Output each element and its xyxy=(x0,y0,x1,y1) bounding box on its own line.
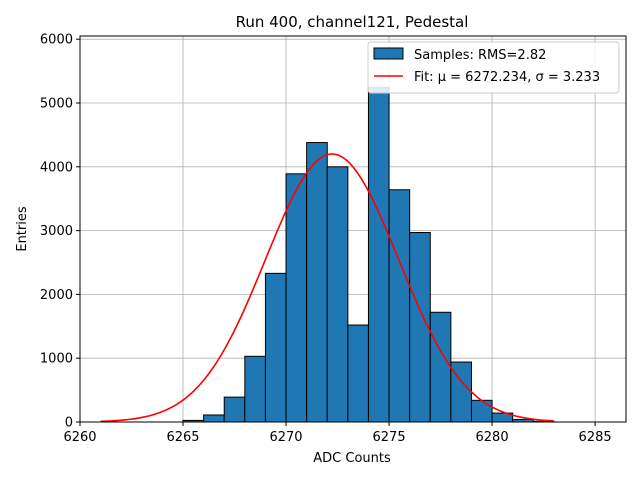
histogram-bar xyxy=(244,355,266,423)
x-tick-label: 6260 xyxy=(63,430,96,445)
histogram-bar xyxy=(203,414,225,423)
y-tick-label: 4000 xyxy=(40,160,73,175)
grid-lines xyxy=(79,36,626,423)
legend-box xyxy=(367,41,620,94)
y-tick-label: 2000 xyxy=(40,288,73,303)
histogram-bar xyxy=(326,166,349,423)
histogram-bar xyxy=(470,399,493,423)
plot-frame xyxy=(79,35,627,423)
x-tick-label: 6285 xyxy=(579,430,612,445)
y-tick-label: 3000 xyxy=(40,224,73,239)
x-tick-label: 6280 xyxy=(476,430,509,445)
histogram-bar xyxy=(367,87,390,423)
histogram-bar xyxy=(285,173,308,423)
y-axis-label: Entries xyxy=(15,206,30,252)
histogram-bar xyxy=(347,324,369,423)
histogram-bar xyxy=(388,189,411,423)
x-axis-ticks: 6260 6265 6270 6275 6280 6285 xyxy=(63,422,612,445)
x-tick-label: 6265 xyxy=(166,430,199,445)
y-tick-label: 1000 xyxy=(40,352,73,367)
chart-title: Run 400, channel121, Pedestal xyxy=(236,13,469,31)
histogram-bar xyxy=(264,272,287,423)
legend: Samples: RMS=2.82 Fit: μ = 6272.234, σ =… xyxy=(367,41,620,94)
histogram-bar xyxy=(306,142,328,423)
gaussian-fit-curve xyxy=(100,153,554,423)
histogram-bars xyxy=(182,87,555,423)
y-tick-label: 0 xyxy=(65,416,73,431)
x-axis-label: ADC Counts xyxy=(313,451,391,466)
y-tick-label: 5000 xyxy=(40,96,73,111)
legend-swatch-samples xyxy=(373,47,404,60)
histogram-bar xyxy=(409,232,431,423)
y-axis-ticks: 0 1000 2000 3000 4000 5000 6000 xyxy=(40,33,80,431)
legend-label-fit: Fit: μ = 6272.234, σ = 3.233 xyxy=(414,70,600,85)
histogram-bar xyxy=(429,311,452,423)
x-tick-label: 6275 xyxy=(373,430,406,445)
histogram-bar xyxy=(223,396,246,423)
y-tick-label: 6000 xyxy=(40,33,73,48)
legend-label-samples: Samples: RMS=2.82 xyxy=(414,48,546,63)
x-tick-label: 6270 xyxy=(269,430,302,445)
